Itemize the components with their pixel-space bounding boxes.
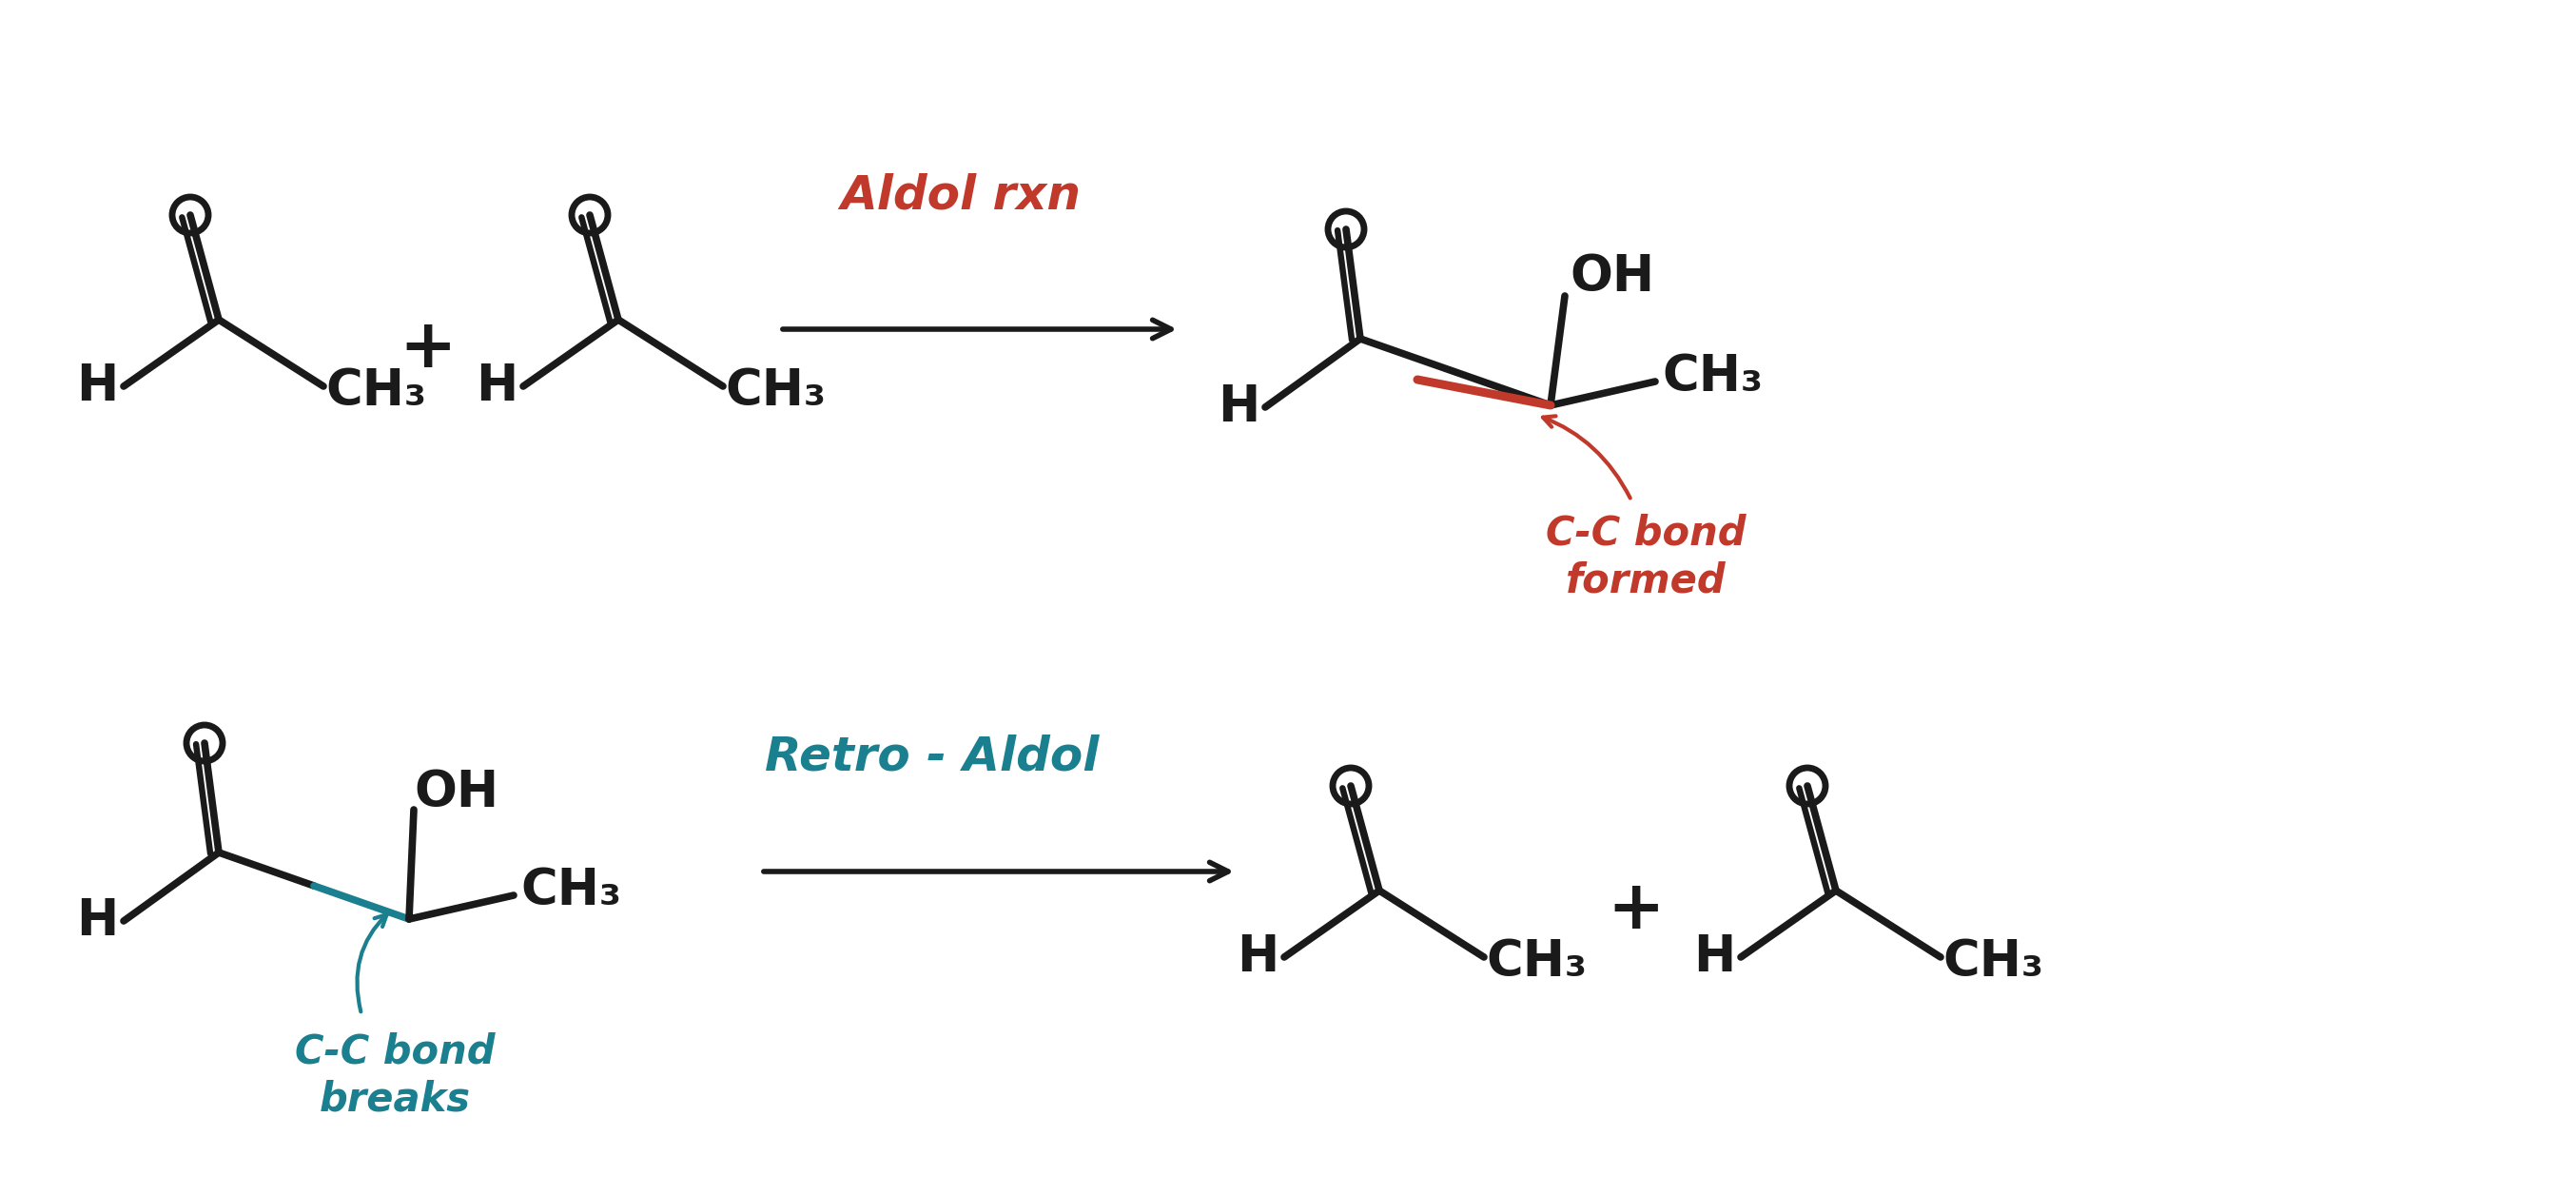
Text: H: H — [75, 362, 118, 411]
Text: CH₃: CH₃ — [1942, 937, 2043, 987]
Text: CH₃: CH₃ — [325, 367, 425, 416]
Text: H: H — [1218, 382, 1260, 431]
Text: H: H — [1692, 932, 1736, 982]
Text: formed: formed — [1566, 562, 1726, 601]
Text: +: + — [1607, 877, 1664, 943]
Text: +: + — [399, 315, 456, 381]
Text: OH: OH — [1569, 252, 1654, 301]
Text: Aldol rxn: Aldol rxn — [840, 173, 1082, 219]
Text: C-C bond: C-C bond — [1546, 514, 1747, 553]
Text: CH₃: CH₃ — [724, 367, 827, 416]
Text: CH₃: CH₃ — [1486, 937, 1587, 987]
Text: C-C bond: C-C bond — [294, 1032, 495, 1072]
Text: H: H — [477, 362, 518, 411]
Text: H: H — [75, 896, 118, 945]
Text: CH₃: CH₃ — [520, 866, 621, 915]
Text: CH₃: CH₃ — [1662, 353, 1762, 402]
Text: Retro - Aldol: Retro - Aldol — [765, 735, 1100, 780]
Text: H: H — [1236, 932, 1278, 982]
Text: breaks: breaks — [319, 1080, 471, 1120]
Text: OH: OH — [415, 768, 500, 817]
